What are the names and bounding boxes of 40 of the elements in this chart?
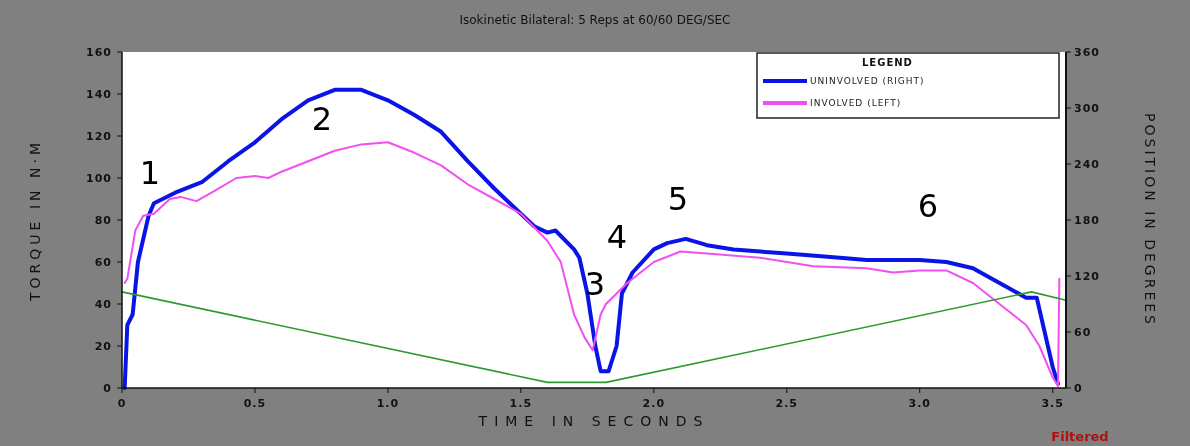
y-tick-label: 100 xyxy=(86,172,112,185)
y-axis-title: TORQUE IN N·M xyxy=(27,139,43,302)
x-tick-label: 0 xyxy=(117,397,127,410)
y2-axis-title: POSITION IN DEGREES xyxy=(1142,113,1158,327)
legend-label: INVOLVED (LEFT) xyxy=(810,98,902,108)
annotation: 5 xyxy=(667,180,689,218)
x-tick-label: 1.0 xyxy=(376,397,400,410)
y-tick-label: 140 xyxy=(86,88,112,101)
line-series xyxy=(123,141,1061,387)
y2-tick-label: 360 xyxy=(1074,46,1100,59)
annotation: 2 xyxy=(311,100,333,138)
y-tick-label: 120 xyxy=(86,130,112,143)
annotation: 6 xyxy=(917,187,939,225)
y2-tick-label: 0 xyxy=(1074,382,1083,395)
y2-tick-label: 300 xyxy=(1074,102,1100,115)
y-tick-label: 60 xyxy=(94,256,112,269)
x-tick-label: 2.0 xyxy=(642,397,666,410)
text: Filtered xyxy=(1051,429,1109,444)
x-tick-label: 0.5 xyxy=(243,397,267,410)
x-tick-label: 3.5 xyxy=(1041,397,1064,410)
y-tick-label: 40 xyxy=(94,298,112,311)
annotation: 1 xyxy=(139,154,161,192)
chart-title: Isokinetic Bilateral: 5 Reps at 60/60 DEG/SEC xyxy=(459,13,731,27)
legend-title: LEGEND xyxy=(862,57,913,68)
line-series xyxy=(122,87,1061,390)
y2-tick-label: 240 xyxy=(1074,158,1100,171)
annotation: 3 xyxy=(584,265,606,303)
x-tick-label: 1.5 xyxy=(509,397,533,410)
y-tick-label: 80 xyxy=(94,214,112,227)
annotation: 4 xyxy=(606,218,628,256)
y2-tick-label: 180 xyxy=(1074,214,1100,227)
y2-tick-label: 60 xyxy=(1074,326,1092,339)
y2-tick-label: 120 xyxy=(1074,270,1100,283)
x-axis-title: TIME IN SECONDS xyxy=(477,413,710,429)
x-tick-label: 3.0 xyxy=(908,397,931,410)
y-tick-label: 0 xyxy=(103,382,112,395)
x-tick-label: 2.5 xyxy=(775,397,799,410)
y-tick-label: 160 xyxy=(86,46,112,59)
y-tick-label: 20 xyxy=(94,340,112,353)
legend-label: UNINVOLVED (RIGHT) xyxy=(810,76,925,86)
